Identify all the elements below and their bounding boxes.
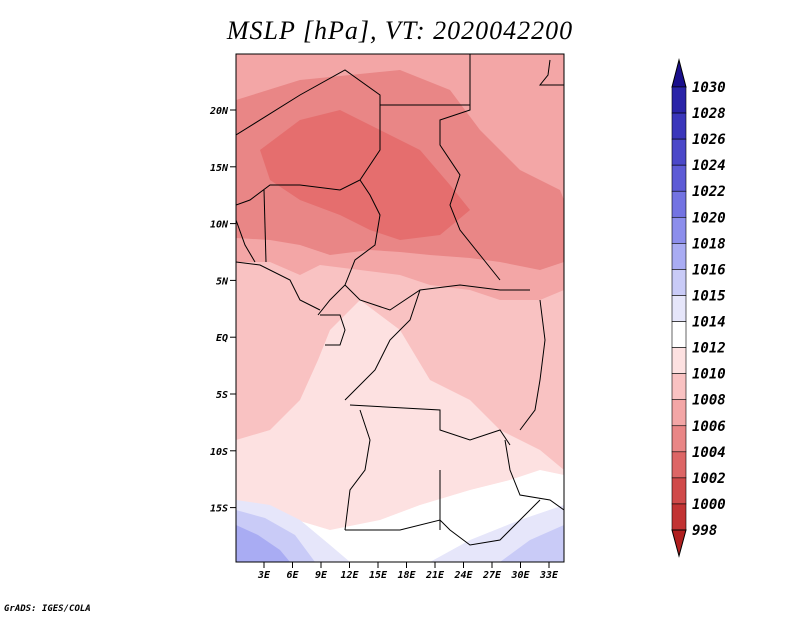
colorbar-label: 1022 [692,184,726,200]
colorbar-label: 1028 [692,106,726,122]
colorbar-swatch [671,138,687,166]
colorbar-swatch [671,295,687,322]
colorbar-label: 1016 [692,262,726,278]
longitude-axis: 3E 6E 9E 12E 15E 18E 21E 24E 27E 30E 33E [257,562,559,581]
field-1015 [236,500,564,562]
colorbar-label: 1014 [692,315,726,331]
colorbar-label: 1018 [692,236,726,252]
colorbar-swatch [671,269,687,296]
colorbar-label: 1008 [692,393,726,409]
colorbar-swatch [671,164,687,192]
colorbar-swatch [671,451,687,479]
pressure-field [236,54,564,562]
colorbar-label: 1004 [692,445,726,461]
lon-tick-label: 27E [482,570,502,581]
lon-tick-label: 30E [510,570,530,581]
colorbar: 1030 1028 1026 1024 1022 1020 1018 1016 1015 1014… [671,58,726,558]
colorbar-swatch [671,347,687,374]
colorbar-label: 1015 [692,288,726,304]
lon-tick-label: 24E [453,570,473,581]
colorbar-label: 1024 [692,158,726,174]
lat-tick-label: EQ [216,333,228,344]
colorbar-swatch [671,373,687,401]
colorbar-swatch [671,503,687,531]
colorbar-label: 998 [692,523,717,539]
colorbar-label: 1002 [692,471,726,487]
lat-tick-label: 20N [209,106,229,117]
lon-tick-label: 18E [397,570,416,581]
plot-frame [235,53,565,563]
colorbar-swatch [671,425,687,453]
colorbar-swatch [671,112,687,140]
colorbar-swatch [671,243,687,270]
colorbar-swatch [671,477,687,505]
colorbar-label: 1010 [692,367,726,383]
lat-tick-label: 10N [210,220,229,231]
latitude-axis: 20N 15N 10N 5N EQ 5S 10S 15S [209,106,236,515]
grads-credit: GrADS: IGES/COLA [4,604,91,614]
field-1018 [236,525,290,562]
lat-tick-label: 15S [210,504,228,515]
colorbar-label: 1000 [692,497,726,513]
lon-tick-label: 33E [539,570,559,581]
country-borders [236,54,564,546]
colorbar-swatch [671,190,687,218]
lon-tick-label: 15E [369,570,388,581]
colorbar-bottom-arrow [671,529,687,558]
colorbar-label: 1030 [692,80,726,96]
colorbar-label: 1006 [692,419,726,435]
lat-tick-label: 10S [210,447,228,458]
map-title: MSLP [hPa], VT: 2020042200 [226,16,574,45]
lon-tick-label: 21E [425,570,445,581]
lon-tick-label: 12E [340,570,359,581]
colorbar-top-arrow [671,58,687,88]
lon-tick-label: 3E [257,570,271,581]
colorbar-swatch [671,216,687,244]
colorbar-swatch [671,321,687,348]
lat-tick-label: 5S [216,390,228,401]
colorbar-swatch [671,399,687,427]
lon-tick-label: 9E [315,570,328,581]
lat-tick-label: 5N [216,276,229,287]
colorbar-label: 1012 [692,341,726,357]
field-1004 [260,110,470,240]
colorbar-label: 1026 [692,132,726,148]
colorbar-swatch [671,86,687,114]
lon-tick-label: 6E [286,570,299,581]
colorbar-label: 1020 [692,210,726,226]
lat-tick-label: 15N [210,163,229,174]
